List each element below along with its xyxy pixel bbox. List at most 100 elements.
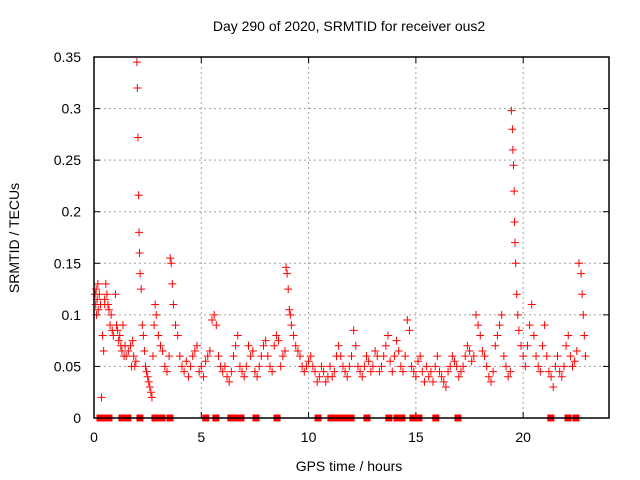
data-point [368, 362, 377, 371]
data-point [418, 367, 427, 376]
data-point [341, 367, 350, 376]
data-point [175, 352, 184, 361]
data-point [358, 372, 367, 381]
data-point [268, 367, 277, 376]
data-point [246, 352, 255, 361]
data-point [568, 362, 577, 371]
data-point [351, 341, 360, 350]
data-point [555, 367, 564, 376]
data-point [93, 279, 102, 288]
data-point [465, 346, 474, 355]
data-point [394, 346, 403, 355]
y-tick-label: 0.35 [54, 49, 81, 65]
data-point [177, 362, 186, 371]
data-point [113, 326, 122, 335]
data-point [527, 300, 536, 309]
data-point [135, 228, 144, 237]
data-point [210, 310, 219, 319]
data-point [166, 254, 175, 263]
data-point [364, 357, 373, 366]
data-point [102, 290, 111, 299]
data-point [459, 362, 468, 371]
data-point [450, 357, 459, 366]
plot-frame [93, 56, 610, 419]
data-point [581, 352, 590, 361]
data-point [231, 341, 240, 350]
data-point [562, 341, 571, 350]
data-point [431, 362, 440, 371]
data-point [349, 326, 358, 335]
data-point [510, 218, 519, 227]
data-point [439, 377, 448, 386]
data-point [168, 279, 177, 288]
data-point [151, 300, 160, 309]
data-point [544, 367, 553, 376]
data-point [534, 362, 543, 371]
data-point [315, 372, 324, 381]
data-point [286, 310, 295, 319]
data-point [184, 372, 193, 381]
data-point [489, 367, 498, 376]
data-point [577, 269, 586, 278]
data-point [435, 367, 444, 376]
data-point [276, 362, 285, 371]
data-point [313, 377, 322, 386]
data-point [105, 305, 114, 314]
data-point [564, 331, 573, 340]
data-point [255, 362, 264, 371]
data-point [238, 367, 247, 376]
data-point [129, 352, 138, 361]
data-point [285, 305, 294, 314]
data-point [118, 321, 127, 330]
data-point [377, 362, 386, 371]
data-point [205, 346, 214, 355]
data-point [291, 341, 300, 350]
data-point [195, 367, 204, 376]
data-point [223, 372, 232, 381]
x-tick-label: 10 [301, 429, 317, 445]
data-point [115, 331, 124, 340]
data-point [538, 341, 547, 350]
data-point [566, 352, 575, 361]
data-point [506, 367, 515, 376]
data-point [158, 346, 167, 355]
data-point [521, 362, 530, 371]
data-point [540, 321, 549, 330]
data-point [411, 372, 420, 381]
data-point [433, 352, 442, 361]
data-point [272, 331, 281, 340]
data-point [141, 362, 150, 371]
data-point [429, 377, 438, 386]
data-point [162, 367, 171, 376]
data-point [549, 383, 558, 392]
data-point [511, 259, 520, 268]
data-point [253, 372, 262, 381]
data-point [124, 346, 133, 355]
data-point [559, 362, 568, 371]
data-point [386, 357, 395, 366]
data-point [529, 331, 538, 340]
data-point [259, 341, 268, 350]
data-point [467, 357, 476, 366]
data-point [510, 187, 519, 196]
data-point [193, 341, 201, 350]
data-point [171, 321, 180, 330]
data-point [420, 377, 429, 386]
data-point [122, 352, 131, 361]
data-point [580, 331, 589, 340]
data-point [225, 377, 234, 386]
data-point [493, 331, 502, 340]
data-point [437, 372, 446, 381]
data-point [519, 352, 528, 361]
data-point [114, 336, 123, 345]
chart-title: Day 290 of 2020, SRMTID for receiver ous… [213, 18, 486, 34]
data-point [399, 367, 407, 376]
data-point [229, 352, 238, 361]
data-point [111, 290, 120, 299]
y-tick-label: 0.05 [54, 358, 81, 374]
data-point [401, 352, 410, 361]
data-point [289, 331, 298, 340]
data-point [101, 279, 110, 288]
y-tick-label: 0.25 [54, 152, 81, 168]
